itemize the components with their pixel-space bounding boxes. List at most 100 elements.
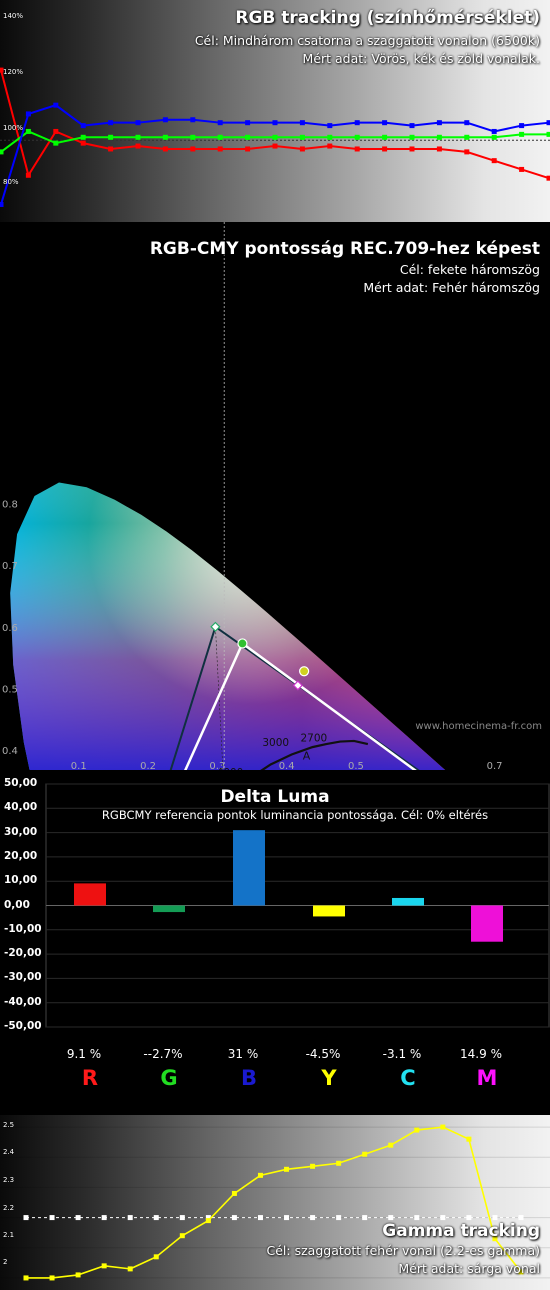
luma-ytick: -20,00	[4, 947, 42, 960]
gamma-target-point-17	[466, 1215, 472, 1221]
rgb-point-0-15	[409, 146, 415, 152]
gamma-target-point-4	[127, 1215, 133, 1221]
gamma-target-point-6	[179, 1215, 185, 1221]
rgb-point-0-14	[382, 146, 388, 152]
luma-value-label: -3.1 %	[382, 1047, 422, 1061]
rgb-point-2-18	[491, 128, 497, 134]
gamma-target-point-7	[205, 1215, 211, 1221]
gamma-measured-point-0	[23, 1275, 29, 1281]
gamut-xtick: 0.1	[71, 761, 87, 770]
luma-ytick: 30,00	[4, 825, 38, 838]
rgb-point-2-4	[108, 120, 114, 126]
rgb-point-1-6	[162, 134, 168, 140]
gamut-ytick: 0.5	[2, 685, 18, 696]
rgb-point-1-1	[25, 128, 31, 134]
luma-value-label: --2.7%	[143, 1047, 183, 1061]
gamut-cct-label: 3000	[262, 737, 289, 749]
luma-channel-letter: M	[476, 1066, 498, 1090]
rgb-point-1-7	[190, 134, 196, 140]
rgb-point-2-0	[0, 201, 4, 207]
rgb-point-0-3	[80, 140, 86, 146]
rgb-point-2-7	[190, 117, 196, 123]
gamma-measured-point-7	[205, 1218, 211, 1224]
gamut-target-secondary-1	[292, 680, 303, 691]
gamma-target-point-15	[414, 1215, 420, 1221]
luma-channel-letter: B	[240, 1066, 257, 1090]
gamut-title: RGB-CMY pontosság REC.709-hez képest	[149, 239, 540, 259]
rgb-point-0-0	[0, 67, 4, 73]
rgb-point-0-11	[299, 146, 305, 152]
rgb-point-1-3	[80, 134, 86, 140]
gamma-measured-point-19	[518, 1269, 524, 1275]
gamma-panel: 2.5 2.4 2.3 2.2 2.1 2 Gamma tracking Cél…	[0, 1115, 550, 1290]
gamut-xtick: 0.4	[279, 761, 295, 770]
gamma-target-point-3	[101, 1215, 107, 1221]
gamma-measured-point-5	[153, 1254, 159, 1260]
gamma-target-point-18	[492, 1215, 498, 1221]
gamut-panel: 0.10.20.30.40.50.70.80.70.60.50.40.30.20…	[0, 222, 550, 770]
rgb-ytick-80: 80%	[3, 178, 19, 186]
rgb-point-1-19	[519, 131, 525, 137]
luma-value-label: -4.5%	[305, 1047, 341, 1061]
luma-bar-B	[233, 830, 265, 906]
rgb-point-2-8	[217, 120, 223, 126]
luma-channel-letter: C	[400, 1066, 416, 1090]
gamma-measured-point-13	[362, 1151, 368, 1157]
rgb-point-0-8	[217, 146, 223, 152]
luma-ytick: 40,00	[4, 801, 38, 814]
luma-channel-letter: G	[160, 1066, 178, 1090]
rgb-point-2-17	[464, 120, 470, 126]
rgb-point-2-12	[327, 123, 333, 129]
cie-gamut-chart: 0.10.20.30.40.50.70.80.70.60.50.40.30.20…	[2, 222, 517, 770]
rgb-point-2-3	[80, 123, 86, 129]
rgb-point-1-12	[327, 134, 333, 140]
rgb-point-1-8	[217, 134, 223, 140]
gamma-target-point-2	[75, 1215, 81, 1221]
gamut-point-label: A	[303, 749, 311, 762]
rgb-tracking-panel: 140% 120% 100% 80% RGB tracking (színhőm…	[0, 0, 550, 222]
rgb-point-1-11	[299, 134, 305, 140]
gamut-measured-triangle	[184, 641, 417, 770]
gamma-ytick-25: 2.5	[3, 1121, 15, 1129]
rgb-tracking-goal: Cél: Mindhárom csatorna a szaggatott von…	[194, 33, 540, 48]
rgb-point-1-4	[108, 134, 114, 140]
gamma-ytick-21: 2.1	[3, 1231, 15, 1239]
rgb-ytick-120: 120%	[3, 68, 24, 76]
gamut-watermark: www.homecinema-fr.com	[415, 721, 542, 732]
gamma-target-point-12	[336, 1215, 342, 1221]
gamma-target-point-13	[362, 1215, 368, 1221]
rgb-point-1-20	[546, 131, 550, 137]
rgb-point-2-5	[135, 120, 141, 126]
luma-bar-C	[392, 897, 424, 906]
delta-luma-chart	[45, 783, 550, 1028]
rgb-point-1-13	[354, 134, 360, 140]
gamut-measured: Mért adat: Fehér háromszög	[363, 280, 540, 295]
gamma-target-point-8	[231, 1215, 237, 1221]
gamut-cct-label: 4000	[217, 767, 244, 770]
luma-bar-G	[153, 905, 185, 913]
gamma-target-point-1	[49, 1215, 55, 1221]
rgb-point-0-5	[135, 143, 141, 149]
rgb-ytick-100: 100%	[3, 124, 24, 132]
rgb-point-0-19	[519, 166, 525, 172]
gamut-measured-primary-1	[237, 638, 248, 649]
rgb-point-0-10	[272, 143, 278, 149]
luma-bar-R	[74, 883, 106, 906]
luma-channel-letter: R	[81, 1066, 99, 1090]
gamma-target-point-11	[310, 1215, 316, 1221]
gamut-ytick: 0.7	[2, 561, 18, 572]
rgb-point-2-6	[162, 117, 168, 123]
luma-bar-Y	[313, 905, 345, 917]
rgb-point-0-7	[190, 146, 196, 152]
gamut-xtick: 0.2	[140, 761, 156, 770]
gamma-tracking-chart	[0, 1124, 550, 1281]
luma-value-label: 9.1 %	[66, 1047, 102, 1061]
rgb-point-0-17	[464, 149, 470, 155]
gamma-measured-point-16	[440, 1124, 446, 1130]
luma-ytick: 10,00	[4, 874, 38, 887]
gamma-measured-point-14	[388, 1142, 394, 1148]
luma-ytick: -50,00	[4, 1020, 42, 1032]
rgb-point-0-20	[546, 175, 550, 181]
gamma-goal: Cél: szaggatott fehér vonal (2.2-es gamm…	[266, 1243, 540, 1258]
gamut-xtick: 0.7	[487, 761, 503, 770]
